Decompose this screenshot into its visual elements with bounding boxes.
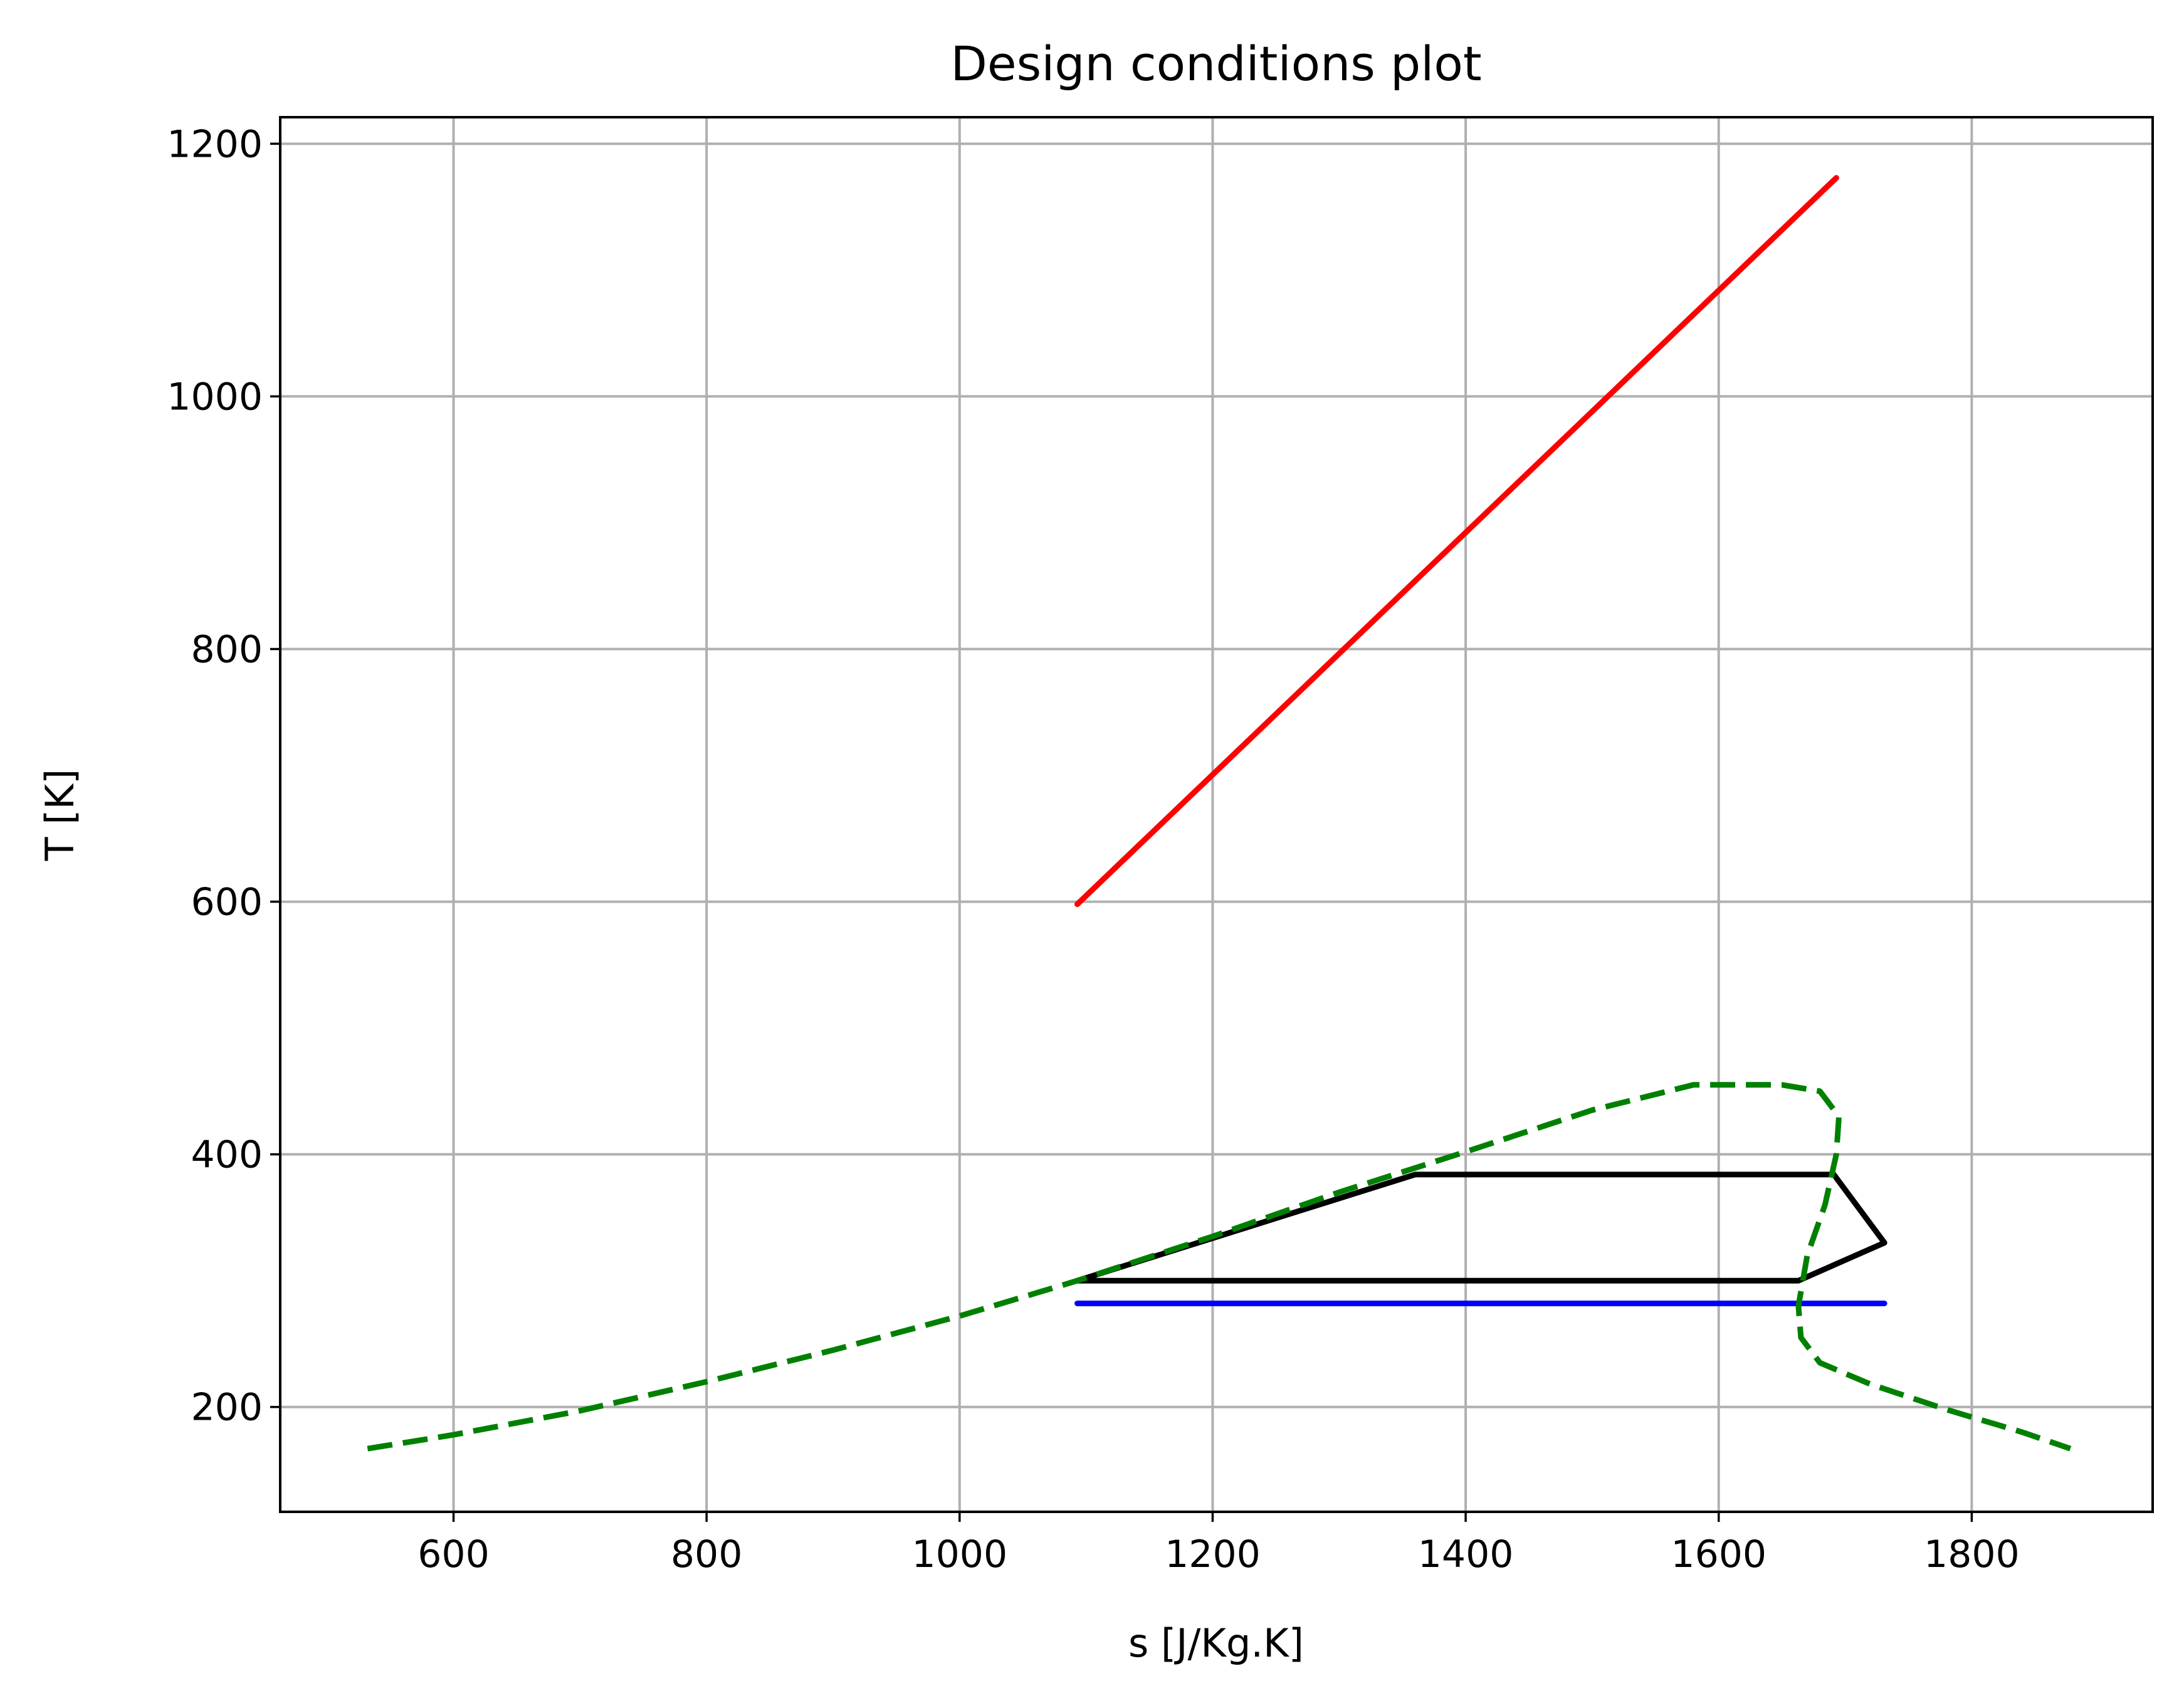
x-tick-label: 600 <box>417 1533 490 1576</box>
plot-frame <box>279 116 2154 1513</box>
series-group <box>367 175 2072 1452</box>
y-tick-label: 800 <box>191 627 263 671</box>
x-axis: 600 800 1000 1200 1400 1600 1800 <box>417 1512 2020 1576</box>
grid <box>280 117 2153 1512</box>
series-line-3 <box>1074 1171 1887 1284</box>
x-tick-label: 800 <box>671 1533 743 1576</box>
y-tick-label: 400 <box>191 1133 263 1177</box>
y-axis-label: T [K] <box>37 769 83 862</box>
x-tick-label: 1200 <box>1165 1533 1261 1576</box>
y-tick-label: 200 <box>191 1386 263 1430</box>
x-axis-label: s [J/Kg.K] <box>1128 1620 1304 1666</box>
x-tick-label: 1000 <box>911 1533 1007 1576</box>
x-tick-label: 1400 <box>1418 1533 1514 1576</box>
series-line-1 <box>1074 175 1839 908</box>
y-tick-label: 1000 <box>167 375 263 419</box>
y-tick-label: 1200 <box>167 122 263 166</box>
x-tick-label: 1600 <box>1671 1533 1767 1576</box>
chart-title: Design conditions plot <box>950 36 1481 92</box>
y-axis: 200 400 600 800 1000 1200 <box>167 122 280 1430</box>
series-line-4 <box>367 1082 2072 1452</box>
x-tick-label: 1800 <box>1924 1533 2020 1576</box>
y-tick-label: 600 <box>191 881 263 925</box>
